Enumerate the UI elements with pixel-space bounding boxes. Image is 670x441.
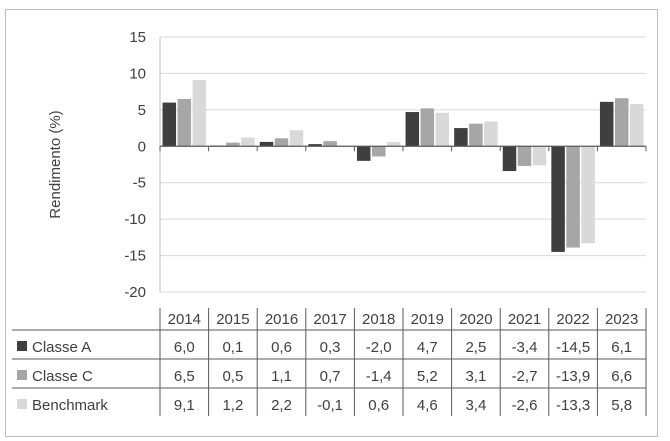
table-value-cell: -2,0 [366, 339, 392, 356]
legend-swatch [17, 341, 27, 351]
table-value-cell: 0,6 [368, 397, 389, 414]
legend-series-name: Classe A [32, 339, 91, 356]
table-value-cell: 4,7 [417, 339, 438, 356]
bar [629, 104, 644, 147]
axes: 15 10 5 0 -5 -10 -15 -20 [124, 29, 647, 301]
y-tick-label: 0 [138, 138, 146, 155]
legend-swatch [17, 399, 27, 409]
y-tick-label: -10 [124, 211, 146, 228]
bar [192, 79, 207, 147]
bar [599, 101, 614, 147]
table-header-cell: 2018 [362, 311, 395, 328]
table-header-cell: 2016 [265, 311, 298, 328]
bars [162, 79, 644, 252]
gridlines [160, 36, 646, 293]
bar [371, 146, 386, 157]
bar [405, 112, 420, 147]
table-header-cell: 2020 [459, 311, 492, 328]
bar [435, 112, 450, 147]
bar [386, 141, 401, 147]
table-header-cell: 2014 [168, 311, 201, 328]
table-value-cell: 1,2 [222, 397, 243, 414]
y-tick-label: -5 [133, 175, 146, 192]
bar [323, 141, 337, 147]
table-header-cell: 2017 [313, 311, 346, 328]
bar [517, 146, 532, 166]
table-value-cell: -2,6 [512, 397, 538, 414]
table-header-cell: 2015 [216, 311, 249, 328]
y-tick-label: 5 [138, 102, 146, 119]
bar [469, 123, 483, 147]
bar [274, 138, 289, 147]
table-value-cell: 9,1 [174, 397, 195, 414]
bar [454, 128, 468, 147]
bar [308, 144, 322, 147]
table-header-cell: 2021 [508, 311, 541, 328]
legend-series-name: Benchmark [32, 397, 108, 414]
bar [532, 146, 547, 166]
table-value-cell: 0,1 [222, 339, 243, 356]
bar [551, 146, 565, 252]
table-value-cell: 5,8 [611, 397, 632, 414]
bar [241, 137, 255, 147]
table-value-cell: 2,2 [271, 397, 292, 414]
table-header-cell: 2022 [556, 311, 589, 328]
table-value-cell: 6,5 [174, 368, 195, 385]
table-value-cell: 2,5 [465, 339, 486, 356]
bar [177, 98, 192, 147]
table-value-cell: -1,4 [366, 368, 392, 385]
table-value-cell: 5,2 [417, 368, 438, 385]
bar [420, 108, 435, 147]
legend-series-name: Classe C [32, 368, 93, 385]
table-value-cell: -2,7 [512, 368, 538, 385]
table-value-cell: 0,3 [320, 339, 341, 356]
bar [226, 142, 240, 147]
bar [289, 130, 304, 147]
table-value-cell: -3,4 [512, 339, 538, 356]
table-value-cell: -0,1 [317, 397, 343, 414]
table-value-cell: 3,1 [465, 368, 486, 385]
bar [162, 102, 177, 147]
table-value-cell: -14,5 [556, 339, 590, 356]
table-value-cell: 1,1 [271, 368, 292, 385]
y-tick-label: -20 [124, 284, 146, 301]
y-axis-label: Rendimento (%) [47, 110, 64, 218]
table-value-cell: 6,1 [611, 339, 632, 356]
bar [614, 98, 629, 147]
y-tick-label: 15 [129, 29, 146, 46]
y-tick-label: 10 [129, 65, 146, 82]
table-header-cell: 2019 [411, 311, 444, 328]
bar [566, 146, 580, 248]
bar [502, 146, 517, 172]
table-value-cell: 0,7 [320, 368, 341, 385]
table-value-cell: -13,3 [556, 397, 590, 414]
table-value-cell: 6,0 [174, 339, 195, 356]
bar [259, 141, 274, 147]
table-value-cell: -13,9 [556, 368, 590, 385]
table-value-cell: 0,6 [271, 339, 292, 356]
table-header-cell: 2023 [605, 311, 638, 328]
bar [581, 146, 595, 244]
bar [484, 121, 498, 147]
table-value-cell: 4,6 [417, 397, 438, 414]
data-table: 2014 2015 2016 2017 2018 2019 2020 2021 2022 2023… [12, 308, 647, 416]
y-tick-label: -15 [124, 248, 146, 265]
table-value-cell: 0,5 [222, 368, 243, 385]
table-value-cell: 3,4 [465, 397, 486, 414]
legend-swatch [17, 370, 27, 380]
bar [356, 146, 371, 161]
chart-frame [5, 9, 658, 437]
table-value-cell: 6,6 [611, 368, 632, 385]
